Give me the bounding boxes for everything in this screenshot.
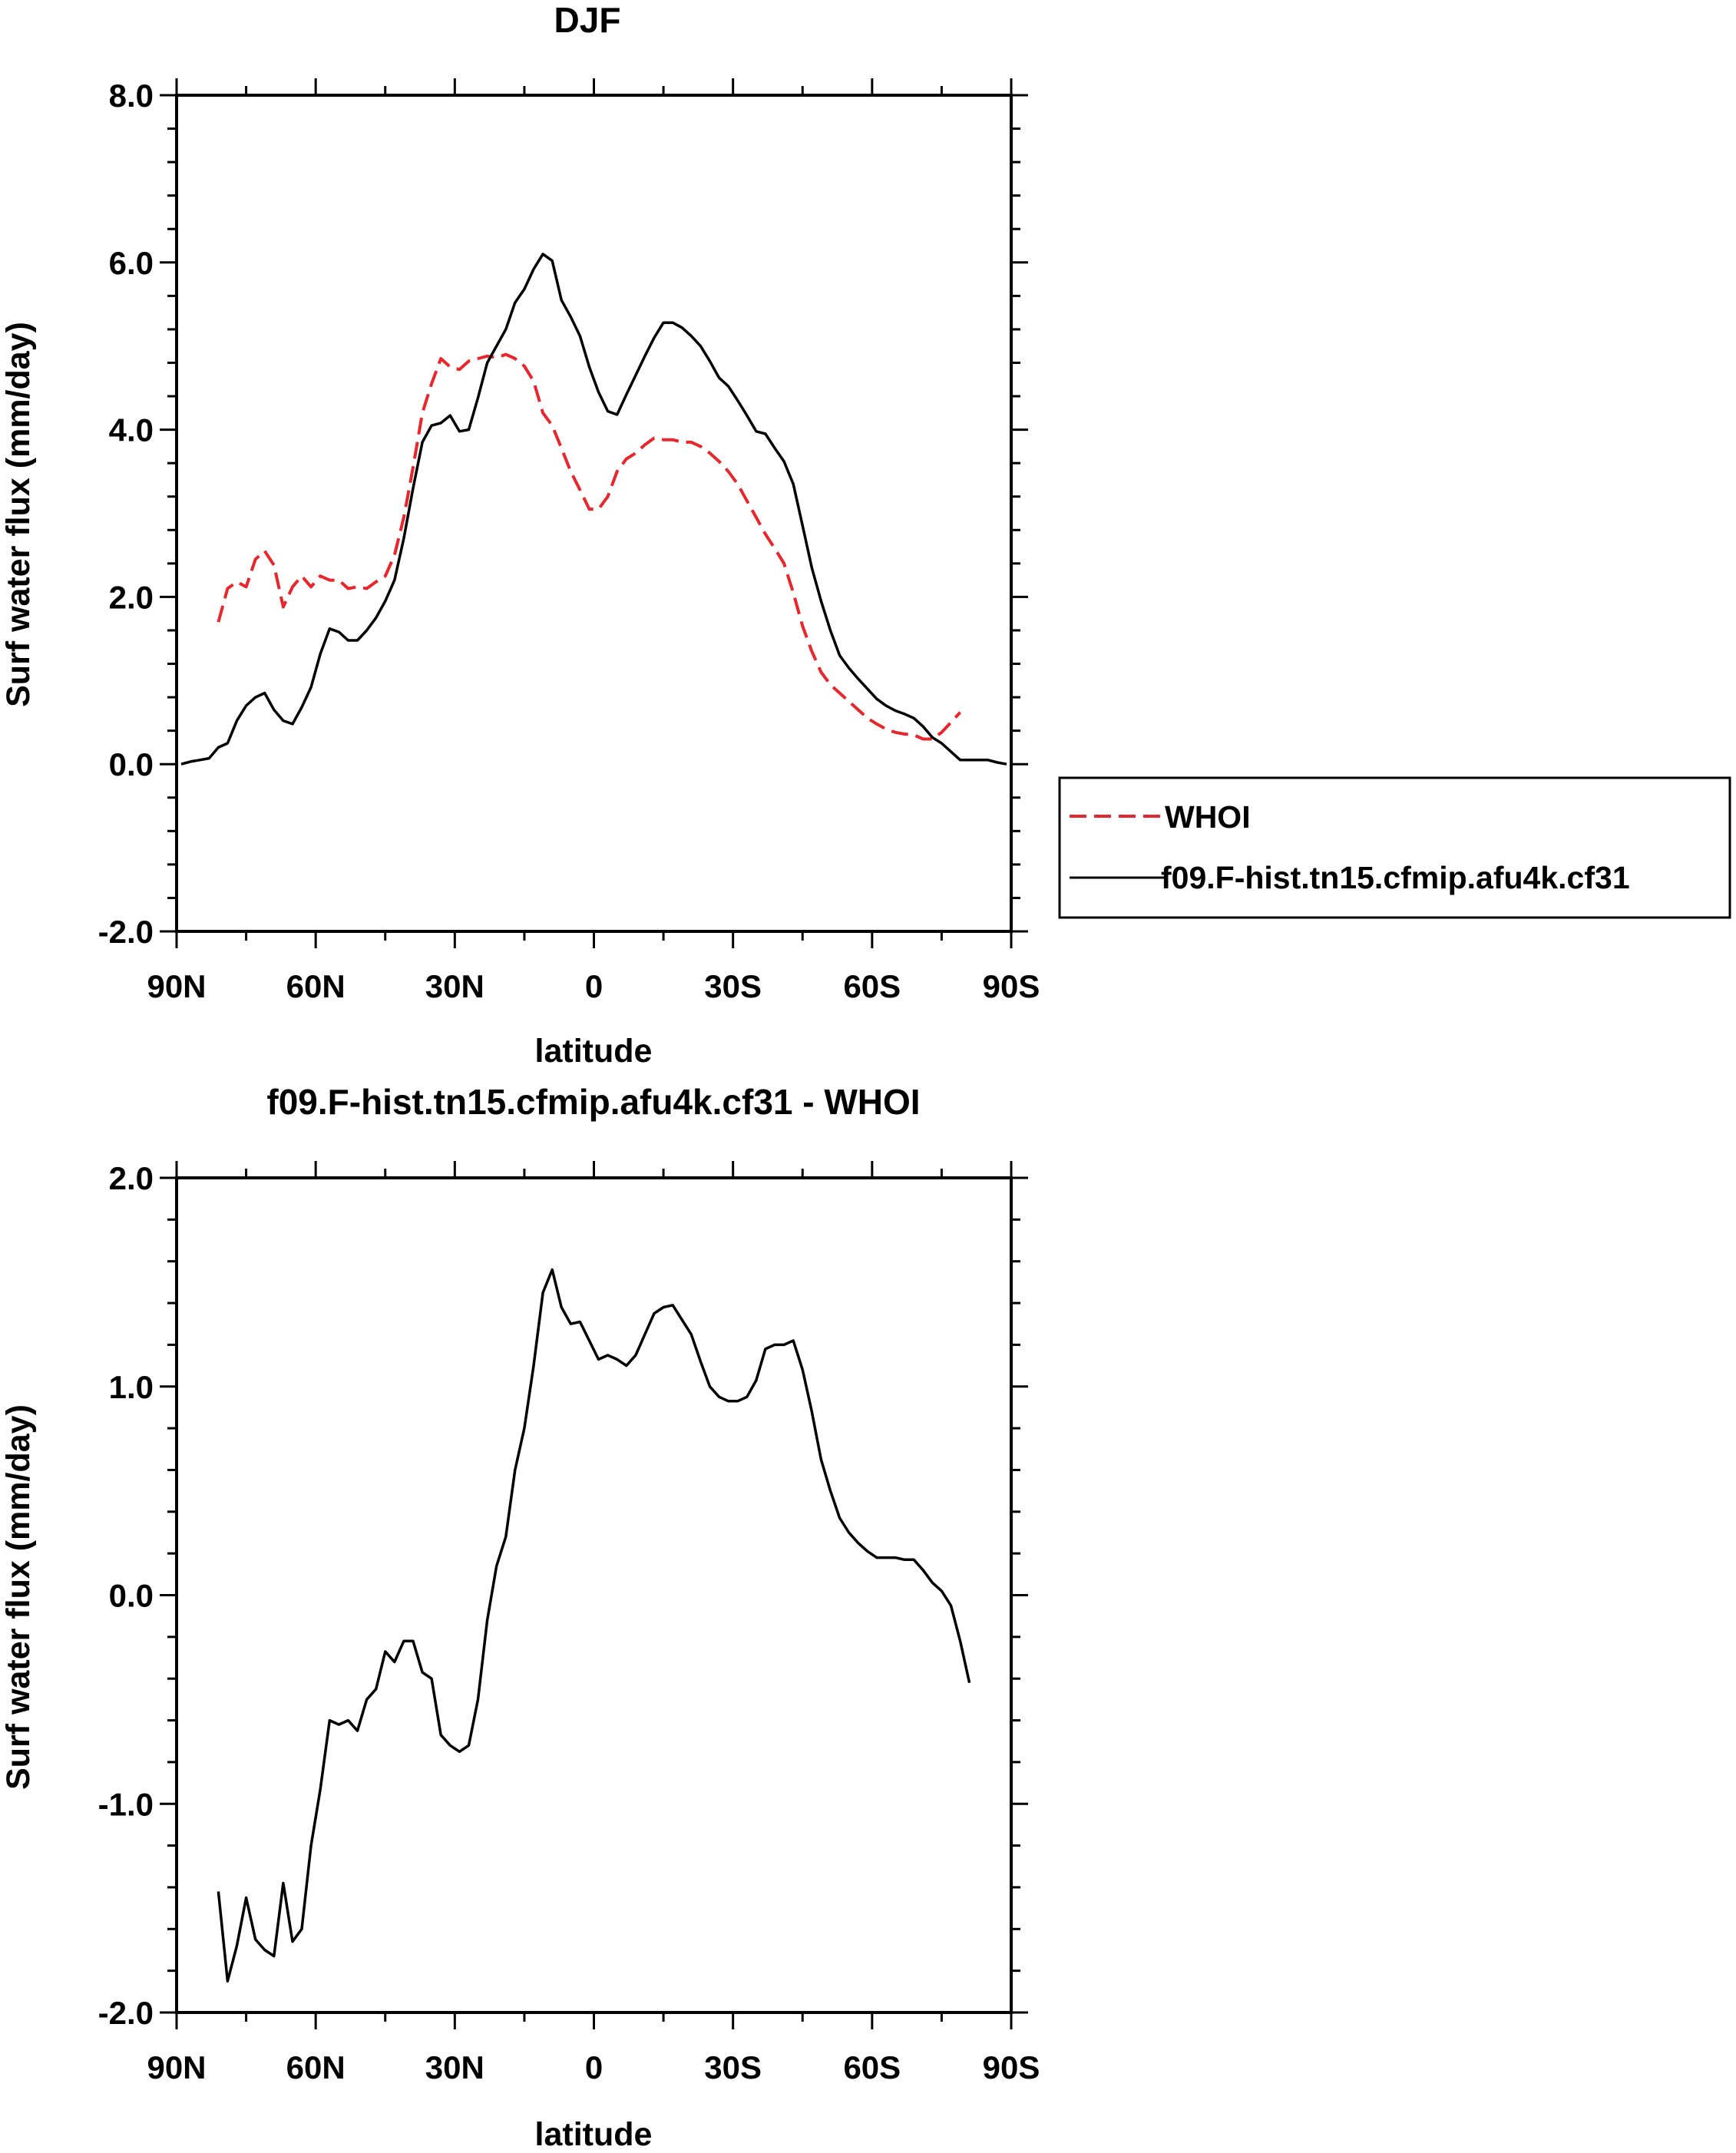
bottom-x-tick-label: 60N (286, 2049, 346, 2085)
top-y-axis-label: Surf water flux (mm/day) (0, 322, 37, 707)
bottom-x-tick-label: 30S (704, 2049, 762, 2085)
top-x-tick-label: 60S (843, 968, 901, 1004)
bottom-y-tick-label: -1.0 (98, 1786, 154, 1822)
top-series-line-model (180, 253, 1007, 766)
top-x-tick-label: 90N (147, 968, 206, 1004)
legend-box (1058, 776, 1731, 919)
top-plot-frame (175, 94, 1013, 933)
bottom-y-tick-label: -2.0 (98, 1995, 154, 2031)
top-x-tick-label: 30S (704, 968, 762, 1004)
top-axis-ticks (160, 78, 1028, 948)
top-y-tick-label: 0.0 (109, 746, 154, 782)
top-x-tick-label: 90S (983, 968, 1040, 1004)
legend: WHOI f09.F-hist.tn15.cfmip.afu4k.cf31 (1058, 776, 1731, 919)
top-series-lines (180, 253, 1007, 766)
top-x-axis-label: latitude (535, 1033, 653, 1070)
bottom-x-tick-label: 90S (983, 2049, 1040, 2085)
bottom-y-tick-labels: -2.0 -1.0 0.0 1.0 2.0 (98, 1160, 154, 2031)
top-y-tick-labels: -2.0 0.0 2.0 4.0 6.0 8.0 (98, 78, 154, 950)
top-y-tick-label: 4.0 (109, 412, 154, 448)
top-x-tick-labels: 90N 60N 30N 0 30S 60S 90S (147, 968, 1040, 1004)
bottom-y-tick-label: 1.0 (109, 1369, 154, 1405)
bottom-y-axis-label: Surf water flux (mm/day) (0, 1404, 37, 1790)
top-x-tick-label: 60N (286, 968, 346, 1004)
bottom-series-line-difference (217, 1268, 971, 1983)
top-x-tick-label: 30N (425, 968, 484, 1004)
top-y-tick-label: 6.0 (109, 245, 154, 281)
bottom-series-lines (217, 1268, 971, 1983)
bottom-axis-ticks (160, 1161, 1028, 2029)
legend-whoi-label: WHOI (1165, 799, 1251, 835)
bottom-panel: f09.F-hist.tn15.cfmip.afu4k.cf31 - WHOI … (0, 1082, 1040, 2153)
bottom-x-tick-label: 60S (843, 2049, 901, 2085)
bottom-x-tick-label: 0 (585, 2049, 603, 2085)
bottom-x-tick-label: 30N (425, 2049, 484, 2085)
bottom-x-tick-labels: 90N 60N 30N 0 30S 60S 90S (147, 2049, 1040, 2085)
top-x-tick-label: 0 (585, 968, 603, 1004)
top-y-tick-label: -2.0 (98, 914, 154, 950)
top-y-tick-label: 2.0 (109, 579, 154, 615)
top-panel: DJF -2.0 0.0 2.0 4.0 6.0 8.0 90N 60N 30N 0 30S 60S… (0, 0, 1040, 1070)
bottom-plot-frame (175, 1176, 1013, 2014)
legend-model-label: f09.F-hist.tn15.cfmip.afu4k.cf31 (1161, 860, 1630, 895)
bottom-y-tick-label: 0.0 (109, 1578, 154, 1614)
bottom-x-tick-label: 90N (147, 2049, 206, 2085)
bottom-chart-title: f09.F-hist.tn15.cfmip.afu4k.cf31 - WHOI (266, 1082, 920, 1122)
bottom-x-axis-label: latitude (535, 2116, 653, 2153)
bottom-y-tick-label: 2.0 (109, 1160, 154, 1196)
top-series-line-whoi (217, 352, 962, 741)
top-y-tick-label: 8.0 (109, 78, 154, 114)
top-chart-title: DJF (554, 0, 621, 40)
